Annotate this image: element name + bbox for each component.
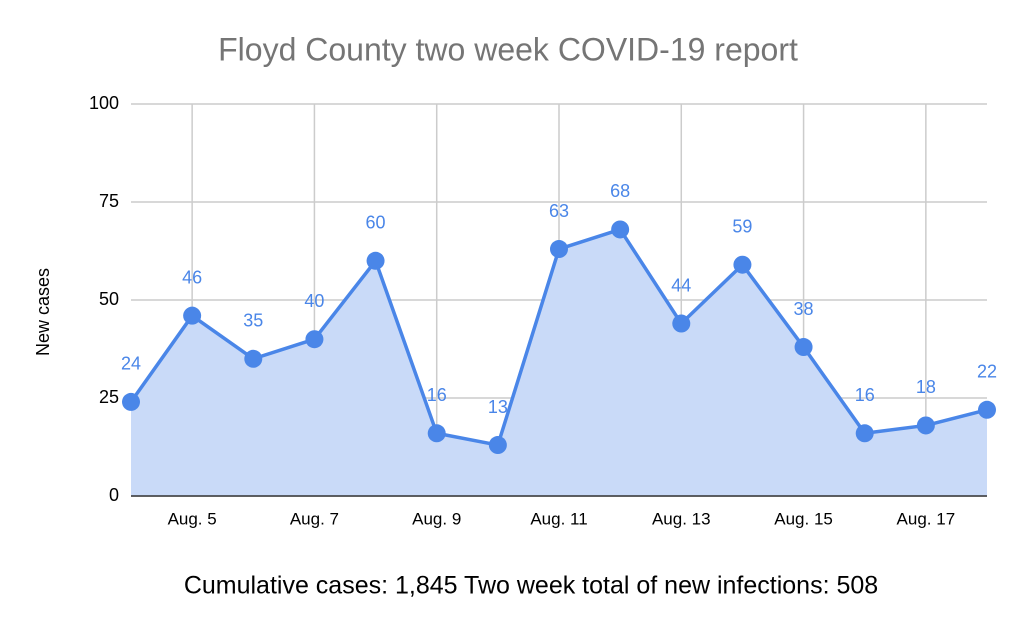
point: [733, 255, 752, 274]
point: [794, 338, 813, 357]
x-tick-label: Aug. 15: [774, 509, 833, 528]
data-label: 35: [243, 311, 263, 331]
data-label: 38: [794, 299, 814, 319]
area: [131, 229, 987, 496]
data-label: 46: [182, 267, 202, 287]
chart-title: Floyd County two week COVID-19 report: [218, 31, 798, 67]
data-label: 16: [427, 385, 447, 405]
x-tick-label: Aug. 7: [290, 509, 339, 528]
point: [366, 251, 385, 270]
point: [672, 314, 691, 333]
y-tick-label: 50: [99, 289, 119, 309]
x-tick-label: Aug. 17: [897, 509, 956, 528]
data-label: 16: [855, 385, 875, 405]
data-label: 63: [549, 201, 569, 221]
y-tick-label: 75: [99, 191, 119, 211]
data-label: 18: [916, 377, 936, 397]
point: [550, 240, 568, 259]
data-label: 59: [732, 216, 752, 236]
y-axis-label: New cases: [33, 268, 53, 356]
x-tick-label: Aug. 9: [412, 509, 461, 528]
data-label: 68: [610, 181, 630, 201]
point: [855, 424, 874, 443]
point: [122, 392, 140, 411]
point: [244, 349, 263, 368]
point: [916, 416, 935, 435]
plot: 24 46 35 40 60 16 13 63 68 44 59 38 16 18 22: [121, 181, 997, 497]
point: [427, 424, 446, 443]
y-tick-label: 0: [109, 485, 119, 505]
y-tick-label: 100: [89, 93, 119, 113]
point: [488, 436, 507, 455]
y-tick-label: 25: [99, 387, 119, 407]
data-label: 40: [304, 291, 324, 311]
data-label: 60: [366, 213, 386, 233]
footnote: Cumulative cases: 1,845 Two week total o…: [184, 572, 878, 600]
data-label: 22: [977, 362, 997, 382]
data-label: 13: [488, 397, 508, 417]
x-tick-label: Aug. 13: [652, 509, 711, 528]
point: [305, 330, 324, 349]
point: [978, 400, 996, 419]
x-tick-label: Aug. 5: [168, 509, 217, 528]
data-label: 44: [671, 275, 691, 295]
point: [611, 220, 630, 239]
x-tick-label: Aug. 11: [530, 509, 587, 528]
data-label: 24: [121, 354, 141, 374]
point: [183, 306, 202, 325]
